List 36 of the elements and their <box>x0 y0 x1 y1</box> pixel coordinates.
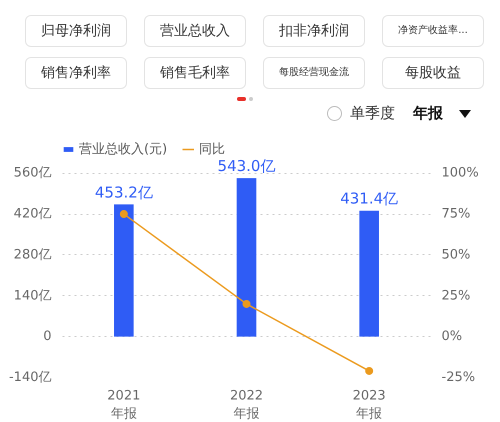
data-label: 543.0亿 <box>218 157 276 176</box>
point <box>242 300 250 308</box>
data-label: 453.2亿 <box>94 183 153 202</box>
x-tick-label: 2023 年报 <box>352 388 386 422</box>
text: 扣非净利润 <box>263 15 365 47</box>
point <box>365 366 374 375</box>
text: 销售毛利率 <box>144 57 246 89</box>
legend-label: 同比 <box>199 141 226 158</box>
y2-tick-label: 75% <box>442 206 470 222</box>
y2-tick-label: 50% <box>442 247 470 262</box>
y-tick-label: -140亿 <box>8 370 52 385</box>
text: 净资产收益率... <box>382 15 484 47</box>
y-tick-label: 140亿 <box>14 288 52 304</box>
text: 每股收益 <box>382 57 484 89</box>
y-tick-label: 280亿 <box>14 247 52 262</box>
text: 销售净利率 <box>25 57 127 89</box>
y2-tick-label: 25% <box>442 288 470 304</box>
y-tick-label: 0 <box>43 329 52 344</box>
x-tick-label: 2021 年报 <box>107 388 140 422</box>
text: 营业总收入 <box>144 15 246 47</box>
x-tick-label: 2022 年报 <box>230 388 264 422</box>
y-tick-label: 560亿 <box>14 166 52 181</box>
text: 年报 <box>413 103 443 124</box>
bar <box>236 178 256 337</box>
y2-tick-label: -25% <box>442 370 476 385</box>
y2-tick-label: 100% <box>442 166 479 181</box>
text: 每股经营现金流 <box>263 57 365 89</box>
data-label: 431.4亿 <box>340 190 398 208</box>
bar <box>114 204 134 337</box>
y-tick-label: 420亿 <box>14 206 52 222</box>
legend-label: 营业总收入(元) <box>79 141 168 158</box>
text: 归母净利润 <box>25 15 127 47</box>
text: 单季度 <box>350 103 395 124</box>
bar <box>359 210 379 337</box>
y2-tick-label: 0% <box>442 329 462 344</box>
point <box>120 210 128 218</box>
